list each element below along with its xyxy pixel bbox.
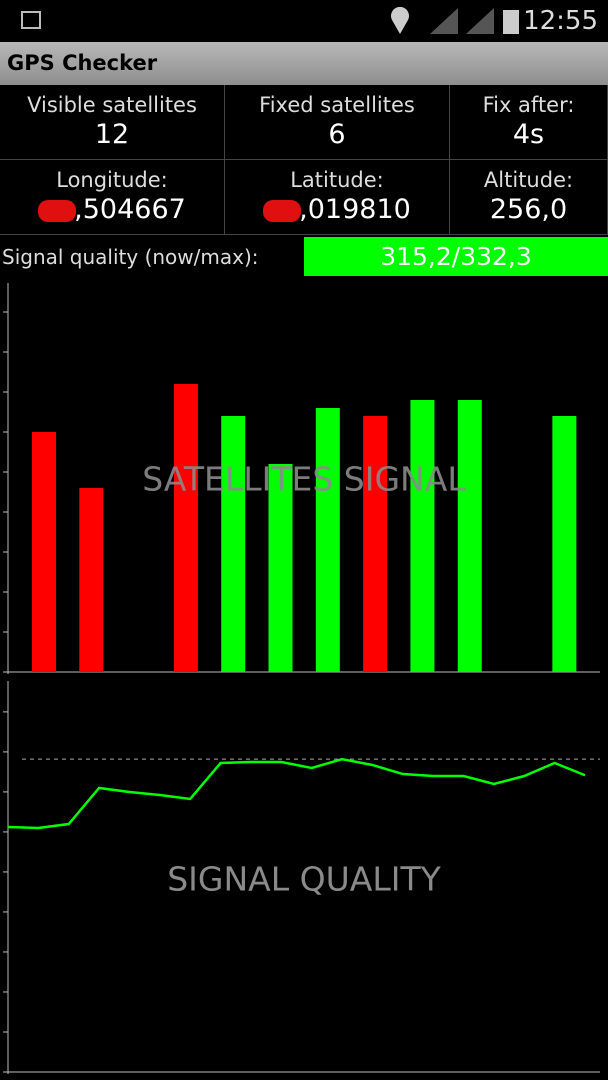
info-value: 6 bbox=[328, 119, 346, 150]
info-value: 256,0 bbox=[489, 194, 568, 225]
info-value: ,504667 bbox=[0, 194, 224, 225]
bar bbox=[410, 400, 435, 672]
signal-quality-label: Signal quality (now/max): bbox=[2, 245, 259, 269]
bar bbox=[315, 408, 340, 672]
info-label: Fix after: bbox=[482, 93, 575, 117]
app-title: GPS Checker bbox=[0, 42, 608, 85]
info-cell: Fixed satellites 6 bbox=[225, 85, 450, 160]
status-icons bbox=[21, 6, 519, 35]
info-cell: Visible satellites 12 bbox=[0, 85, 225, 160]
bar bbox=[173, 384, 198, 672]
chart-title: SATELLITES SIGNAL bbox=[142, 460, 466, 499]
info-value: 12 bbox=[94, 119, 130, 150]
info-value: 4s bbox=[512, 119, 545, 150]
signal-quality-row: Signal quality (now/max): 315,2/332,3 bbox=[0, 235, 608, 278]
signal-icon bbox=[466, 8, 494, 34]
clock: 12:55 bbox=[523, 6, 598, 36]
location-icon bbox=[391, 6, 409, 35]
bar bbox=[363, 416, 388, 672]
info-grid: Visible satellites 12 Fixed satellites 6 Fix… bbox=[0, 85, 608, 235]
chart-title: SIGNAL QUALITY bbox=[167, 860, 441, 899]
battery-icon bbox=[503, 10, 519, 34]
info-label: Latitude: bbox=[290, 168, 384, 192]
bar bbox=[221, 416, 246, 672]
bar bbox=[79, 488, 104, 672]
info-label: Longitude: bbox=[56, 168, 168, 192]
notification-icon bbox=[21, 11, 41, 29]
signal-quality-value: 315,2/332,3 bbox=[304, 237, 608, 276]
bar bbox=[552, 416, 577, 672]
info-cell: Longitude: ,504667 bbox=[0, 160, 225, 235]
info-cell: Altitude: 256,0 bbox=[450, 160, 608, 235]
redaction bbox=[38, 199, 77, 222]
redaction bbox=[263, 199, 302, 222]
info-label: Visible satellites bbox=[27, 93, 197, 117]
signal-icon bbox=[430, 8, 458, 34]
status-bar: 12:55 bbox=[0, 0, 608, 42]
info-cell: Latitude: ,019810 bbox=[225, 160, 450, 235]
info-label: Altitude: bbox=[483, 168, 574, 192]
line bbox=[7, 757, 586, 830]
info-value: ,019810 bbox=[225, 194, 449, 225]
info-label: Fixed satellites bbox=[259, 93, 415, 117]
bar bbox=[457, 400, 482, 672]
bar bbox=[32, 432, 57, 672]
info-cell: Fix after: 4s bbox=[450, 85, 608, 160]
bar bbox=[268, 464, 293, 672]
